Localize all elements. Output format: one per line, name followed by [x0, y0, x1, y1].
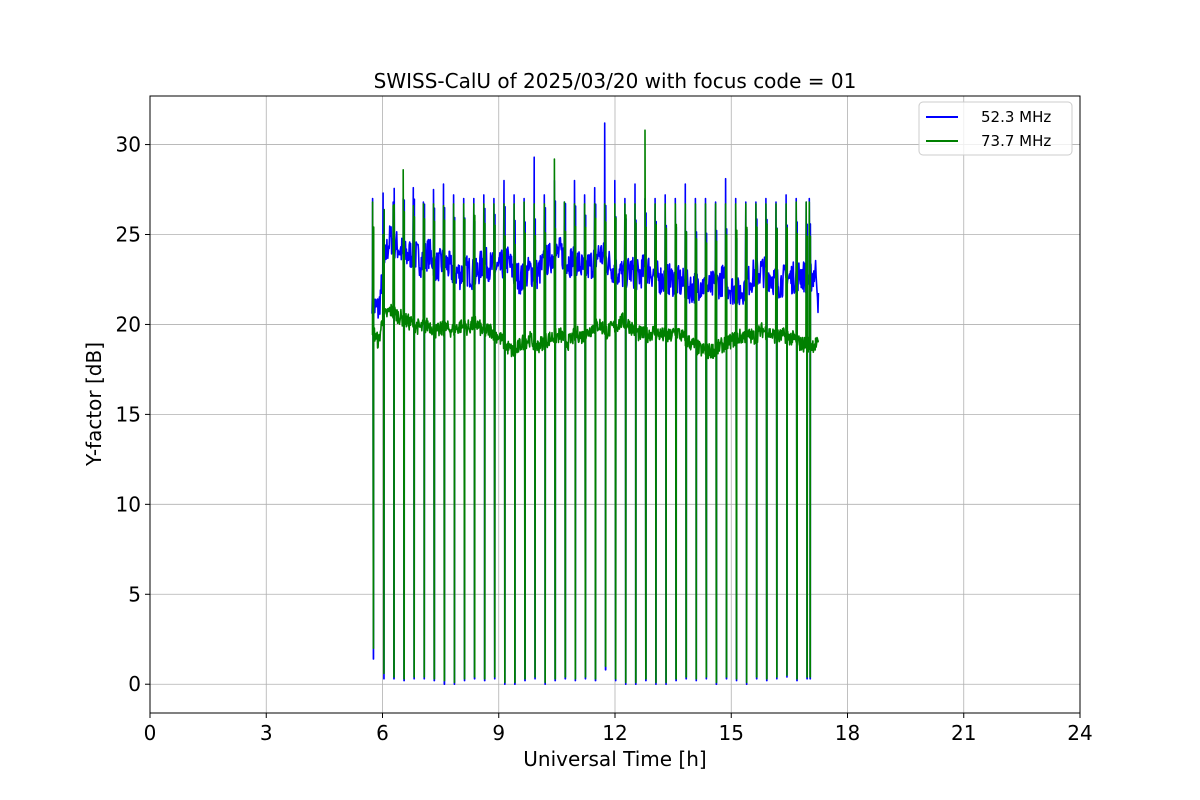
- x-tick-label: 15: [719, 721, 744, 745]
- y-tick-label: 30: [116, 133, 141, 157]
- legend-label-52mhz: 52.3 MHz: [981, 108, 1051, 126]
- x-tick-label: 18: [835, 721, 860, 745]
- y-tick-label: 5: [128, 582, 141, 606]
- x-tick-label: 0: [144, 721, 157, 745]
- x-tick-label: 3: [260, 721, 273, 745]
- y-tick-label: 20: [116, 312, 141, 336]
- y-tick-label: 10: [116, 492, 141, 516]
- x-tick-label: 12: [602, 721, 627, 745]
- y-tick-label: 15: [116, 402, 141, 426]
- chart-title: SWISS-CalU of 2025/03/20 with focus code…: [374, 69, 857, 93]
- x-axis-label: Universal Time [h]: [523, 747, 706, 771]
- y-axis-label: Y-factor [dB]: [82, 342, 106, 467]
- legend: 52.3 MHz 73.7 MHz: [918, 101, 1073, 156]
- series-73mhz-line: [371, 129, 820, 684]
- y-tick-label: 25: [116, 223, 141, 247]
- axis-ticks: 0 3 6 9 12 15 18 21 24 0 5 10 15 20 25 30: [116, 133, 1093, 745]
- x-tick-label: 6: [376, 721, 389, 745]
- y-tick-label: 0: [128, 672, 141, 696]
- x-tick-label: 24: [1067, 721, 1092, 745]
- x-tick-label: 21: [951, 721, 976, 745]
- plot-series: [371, 122, 820, 685]
- x-tick-label: 9: [492, 721, 505, 745]
- legend-label-73mhz: 73.7 MHz: [981, 132, 1051, 150]
